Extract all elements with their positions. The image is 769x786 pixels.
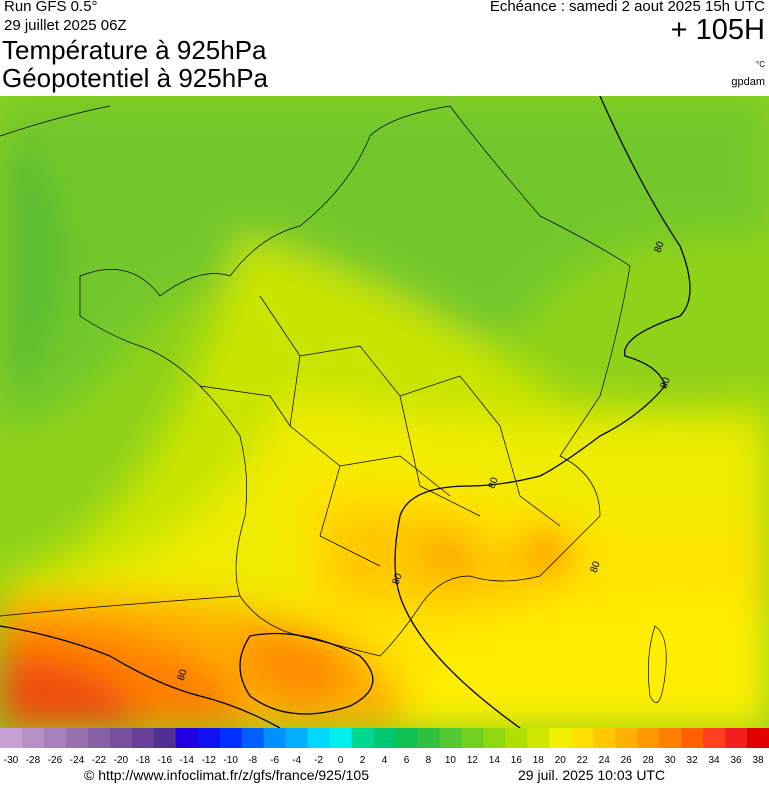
- colorbar: -30 -28 -26 -24 -22 -20 -18 -16 -14 -12 -10 -8 -6 -4-…: [0, 728, 769, 766]
- geopotential-contours: [0, 96, 691, 728]
- colorbar-label: -16: [158, 755, 173, 766]
- colorbar-label: 20: [555, 755, 567, 766]
- colorbar-swatch: [307, 728, 331, 748]
- colorbar-label: 32: [687, 755, 699, 766]
- colorbar-label: 8: [426, 755, 432, 766]
- run-label: Run GFS 0.5°: [4, 0, 98, 15]
- colorbar-swatch: [219, 728, 243, 748]
- colorbar-swatch: [329, 728, 353, 748]
- colorbar-swatch: [197, 728, 221, 748]
- title-1: Température à 925hPa: [2, 35, 267, 65]
- colorbar-swatch: [153, 728, 177, 748]
- source: gpdam: [731, 76, 765, 88]
- colorbar-label: -2: [314, 755, 323, 766]
- colorbar-label: -8: [248, 755, 257, 766]
- colorbar-swatch: [109, 728, 133, 748]
- colorbar-swatch: [21, 728, 45, 748]
- colorbar-label: -18: [136, 755, 151, 766]
- colorbar-swatch: [87, 728, 111, 748]
- contour-label: 80: [487, 476, 501, 491]
- colorbar-label: 14: [489, 755, 501, 766]
- contour-labels: 80 80 80 80 80 80: [176, 240, 673, 683]
- title-2: Géopotentiel à 925hPa: [2, 63, 268, 93]
- colorbar-swatch: [593, 728, 616, 748]
- contour-label: 80: [391, 572, 405, 587]
- colorbar-label: 4: [382, 755, 388, 766]
- colorbar-label: 22: [577, 755, 589, 766]
- colorbar-swatch: [681, 728, 704, 748]
- colorbar-swatch: [571, 728, 594, 748]
- contour-label: 80: [589, 560, 603, 575]
- colorbar-label: 12: [467, 755, 479, 766]
- colorbar-swatch: [395, 728, 418, 748]
- colorbar-label: -20: [114, 755, 129, 766]
- colorbar-swatch: [417, 728, 440, 748]
- temperature-field: [0, 96, 769, 728]
- colorbar-label: -26: [48, 755, 63, 766]
- colorbar-swatch: [637, 728, 660, 748]
- unit: °C: [756, 60, 765, 69]
- colorbar-label: -22: [92, 755, 107, 766]
- colorbar-swatch: [373, 728, 396, 748]
- colorbar-swatch: [527, 728, 550, 748]
- coastlines-and-borders: [0, 105, 667, 703]
- colorbar-label: -12: [202, 755, 217, 766]
- colorbar-label: 36: [730, 755, 742, 766]
- colorbar-swatch: [747, 728, 769, 748]
- footer-url: © http://www.infoclimat.fr/z/gfs/france/…: [84, 767, 369, 783]
- colorbar-label: -14: [180, 755, 195, 766]
- colorbar-label: 34: [709, 755, 721, 766]
- colorbar-label: 38: [752, 755, 764, 766]
- colorbar-label: -24: [70, 755, 85, 766]
- colorbar-swatch: [483, 728, 506, 748]
- colorbar-label: -30: [4, 755, 19, 766]
- colorbar-label: 10: [445, 755, 457, 766]
- colorbar-label: 16: [511, 755, 523, 766]
- footer-timestamp: 29 juil. 2025 10:03 UTC: [518, 767, 666, 783]
- colorbar-label: -6: [270, 755, 279, 766]
- colorbar-swatch: [615, 728, 638, 748]
- run-date: 29 juillet 2025 06Z: [4, 17, 127, 34]
- colorbar-swatch: [439, 728, 462, 748]
- colorbar-swatch: [285, 728, 309, 748]
- colorbar-label: 2: [360, 755, 366, 766]
- colorbar-swatch: [0, 728, 23, 748]
- colorbar-swatch: [659, 728, 682, 748]
- colorbar-label: -10: [223, 755, 238, 766]
- contour-label: 80: [176, 668, 190, 683]
- contour-label: 80: [653, 240, 667, 255]
- colorbar-swatch: [703, 728, 726, 748]
- contour-label: 80: [659, 376, 673, 391]
- colorbar-label: -28: [26, 755, 41, 766]
- colorbar-swatch: [725, 728, 748, 748]
- colorbar-swatch: [351, 728, 375, 748]
- colorbar-swatch: [549, 728, 572, 748]
- colorbar-swatch: [461, 728, 484, 748]
- colorbar-swatch: [241, 728, 265, 748]
- colorbar-label: 30: [665, 755, 677, 766]
- colorbar-label: 24: [599, 755, 611, 766]
- colorbar-swatch: [65, 728, 89, 748]
- colorbar-label: 6: [404, 755, 410, 766]
- colorbar-swatch: [505, 728, 528, 748]
- colorbar-label: -4: [292, 755, 301, 766]
- lead-time: + 105H: [670, 14, 765, 46]
- colorbar-label: 26: [621, 755, 633, 766]
- colorbar-swatch: [175, 728, 199, 748]
- colorbar-swatch: [263, 728, 287, 748]
- colorbar-label: 18: [533, 755, 545, 766]
- colorbar-swatch: [131, 728, 155, 748]
- map: 80 80 80 80 80 80: [0, 96, 769, 728]
- colorbar-label: 28: [643, 755, 655, 766]
- colorbar-label: 0: [338, 755, 344, 766]
- colorbar-swatch: [43, 728, 67, 748]
- valid-time: Echéance : samedi 2 aout 2025 15h UTC: [489, 0, 765, 15]
